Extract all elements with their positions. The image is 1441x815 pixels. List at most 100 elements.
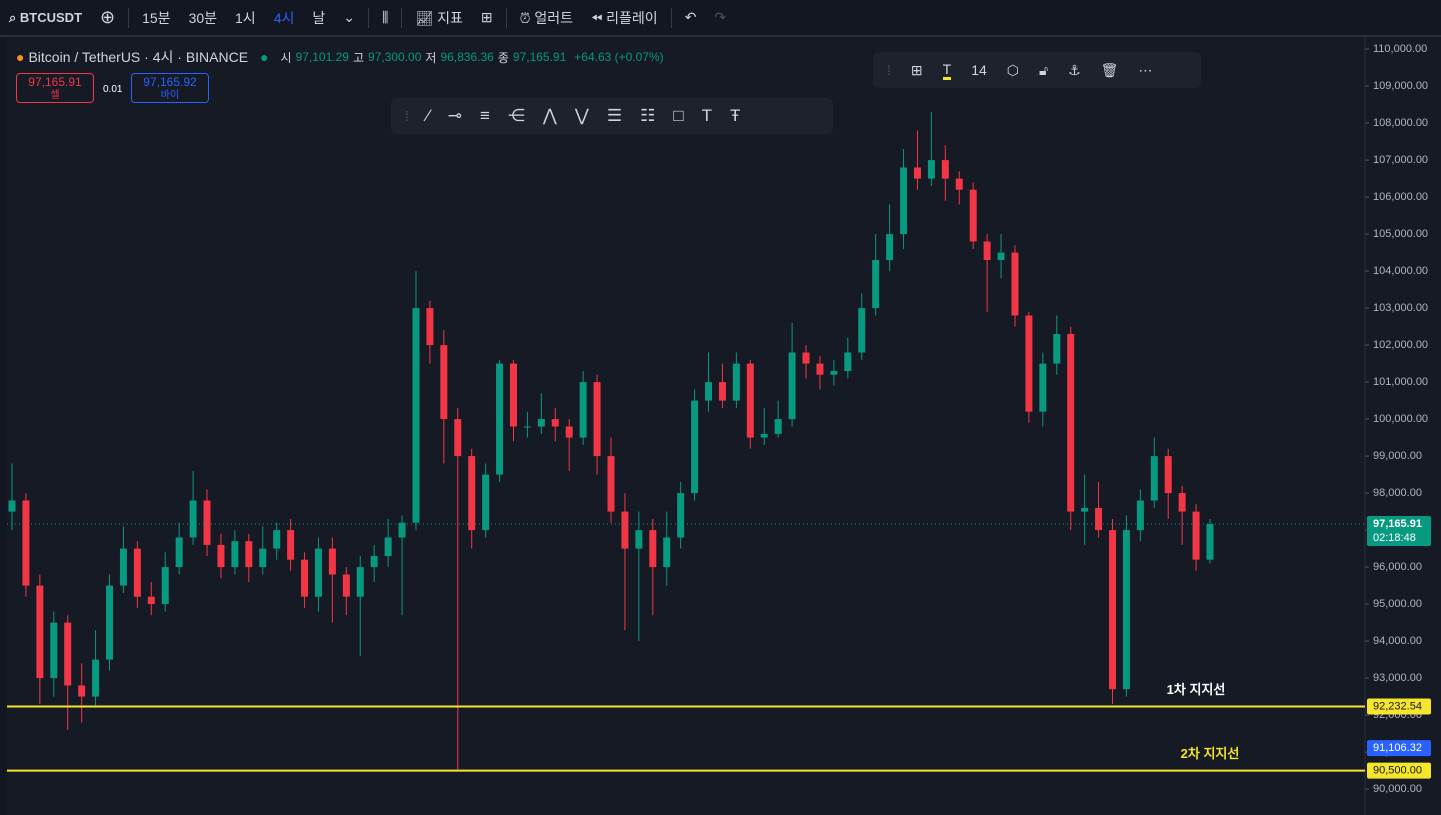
candle-body [287, 530, 295, 560]
y-tick-label: 105,000.00 [1373, 228, 1428, 240]
interval[interactable]: 30분 [188, 9, 218, 26]
fib[interactable]: ☰ [606, 106, 623, 125]
replay-label[interactable]: 리플레이 [606, 9, 658, 26]
price-label: 90,500.00 [1373, 765, 1422, 777]
candle-body [565, 426, 573, 438]
layouts[interactable]: ⊞ [480, 9, 493, 25]
y-tick-label: 109,000.00 [1373, 80, 1428, 92]
template[interactable]: ⊞ [910, 61, 923, 78]
font-size[interactable]: 14 [971, 62, 987, 78]
candle-body [175, 537, 183, 568]
interval[interactable]: 날 [312, 9, 326, 26]
candle-body [356, 567, 364, 597]
sell-price[interactable]: 97,165.91 [28, 75, 82, 89]
symbol-search[interactable]: ⌕ BTCUSDT [9, 9, 83, 25]
text-tool[interactable]: T [701, 106, 712, 125]
crosshair-label: 91,106.32 [1373, 742, 1422, 754]
candle-body [231, 541, 239, 568]
alerts[interactable]: ⏰︎ 얼러트 [519, 9, 574, 26]
candle-body [607, 456, 615, 512]
candle-body [426, 308, 434, 346]
interval[interactable]: 15분 [142, 9, 171, 26]
buy-price[interactable]: 97,165.92 [143, 75, 197, 89]
sell-button[interactable]: 97,165.91 셀 [16, 73, 94, 103]
more[interactable]: ⋯ [1138, 61, 1153, 78]
candle-body [50, 622, 58, 679]
candle-body [1067, 334, 1075, 512]
candle-body [119, 548, 127, 586]
quantity[interactable]: 0.01 [103, 84, 123, 95]
y-tick-label: 99,000.00 [1373, 450, 1422, 462]
candle-body [36, 585, 44, 679]
indicators-label[interactable]: 지표 [437, 9, 463, 26]
lock[interactable]: 🔓︎ [1039, 61, 1049, 78]
y-tick-label: 98,000.00 [1373, 487, 1422, 499]
candle-body [245, 541, 253, 568]
buy-label[interactable]: 바이 [160, 90, 180, 101]
chart-type[interactable]: ⫼ [381, 9, 389, 25]
candle-body [1025, 315, 1033, 412]
candle-body [983, 241, 991, 260]
horizontal-ray[interactable]: ⊸ [447, 106, 462, 125]
y-tick-label: 102,000.00 [1373, 339, 1428, 351]
candle-body [844, 352, 852, 371]
abcd-pattern[interactable]: ⋁ [574, 106, 589, 125]
elliott-wave[interactable]: ⋀ [542, 106, 557, 125]
delete[interactable]: 🗑︎ [1100, 61, 1119, 78]
candle-body [161, 567, 169, 605]
sell-label[interactable]: 셀 [50, 90, 60, 101]
candle-body [551, 419, 559, 427]
candle-body [872, 260, 880, 309]
candle-body [509, 363, 517, 427]
candle-body [732, 363, 740, 401]
price-label-box [1367, 762, 1431, 779]
replay[interactable]: ⏪︎ 리플레이 [591, 9, 658, 26]
symbol[interactable]: BTCUSDT [19, 9, 83, 25]
candle-body [384, 537, 392, 556]
undo[interactable]: ↶ [684, 9, 697, 25]
candle-body [133, 548, 141, 597]
y-tick-label: 100,000.00 [1373, 413, 1428, 425]
drag-handle: ⁞ [405, 108, 409, 124]
candle-body [259, 548, 267, 568]
y-tick-label: 93,000.00 [1373, 672, 1422, 684]
candle-body [1178, 493, 1186, 512]
alerts-label[interactable]: 얼러트 [534, 9, 574, 26]
trend-line[interactable]: ⁄ [426, 106, 430, 125]
fib-ext[interactable]: ☷ [640, 106, 656, 125]
interval[interactable]: 1시 [235, 9, 256, 26]
interval-dropdown[interactable]: ⌄ [343, 9, 355, 25]
pitchfork[interactable]: ⋲ [507, 106, 525, 125]
last-price-box [1367, 515, 1431, 546]
candle-body [106, 585, 114, 660]
y-tick-label: 107,000.00 [1373, 154, 1428, 166]
redo[interactable]: ↷ [714, 9, 727, 25]
candle-body [579, 382, 587, 438]
candle-body [147, 596, 155, 605]
candle-body [997, 252, 1005, 260]
candle-body [1136, 500, 1144, 531]
interval-active[interactable]: 4시 [273, 9, 295, 26]
rectangle[interactable]: □ [673, 106, 684, 125]
change: +64.63 (+0.07%) [574, 50, 664, 64]
anchored-text[interactable]: Ŧ [729, 106, 741, 125]
add-symbol[interactable]: ⊕ [100, 7, 116, 27]
indicators[interactable]: 📈︎ 지표 [415, 9, 463, 26]
candle-body [370, 556, 378, 568]
candle-body [621, 511, 629, 549]
candle-body [1095, 507, 1103, 531]
last-price-label: 97,165.91 [1373, 518, 1422, 530]
candle-body [1081, 507, 1089, 512]
separator [401, 7, 403, 28]
settings[interactable]: ⬡ [1006, 61, 1019, 78]
candle-body [1150, 456, 1158, 501]
parallel-channel[interactable]: ≡ [479, 106, 490, 125]
anchor[interactable]: ⚓︎ [1068, 61, 1081, 78]
text-color[interactable]: T [942, 61, 952, 80]
separator [505, 7, 507, 28]
buy-button[interactable]: 97,165.92 바이 [131, 73, 209, 103]
line-text: 2차 지지선 [1181, 746, 1240, 761]
y-tick-label: 95,000.00 [1373, 598, 1422, 610]
candle-body [454, 419, 462, 457]
candle-body [649, 530, 657, 568]
